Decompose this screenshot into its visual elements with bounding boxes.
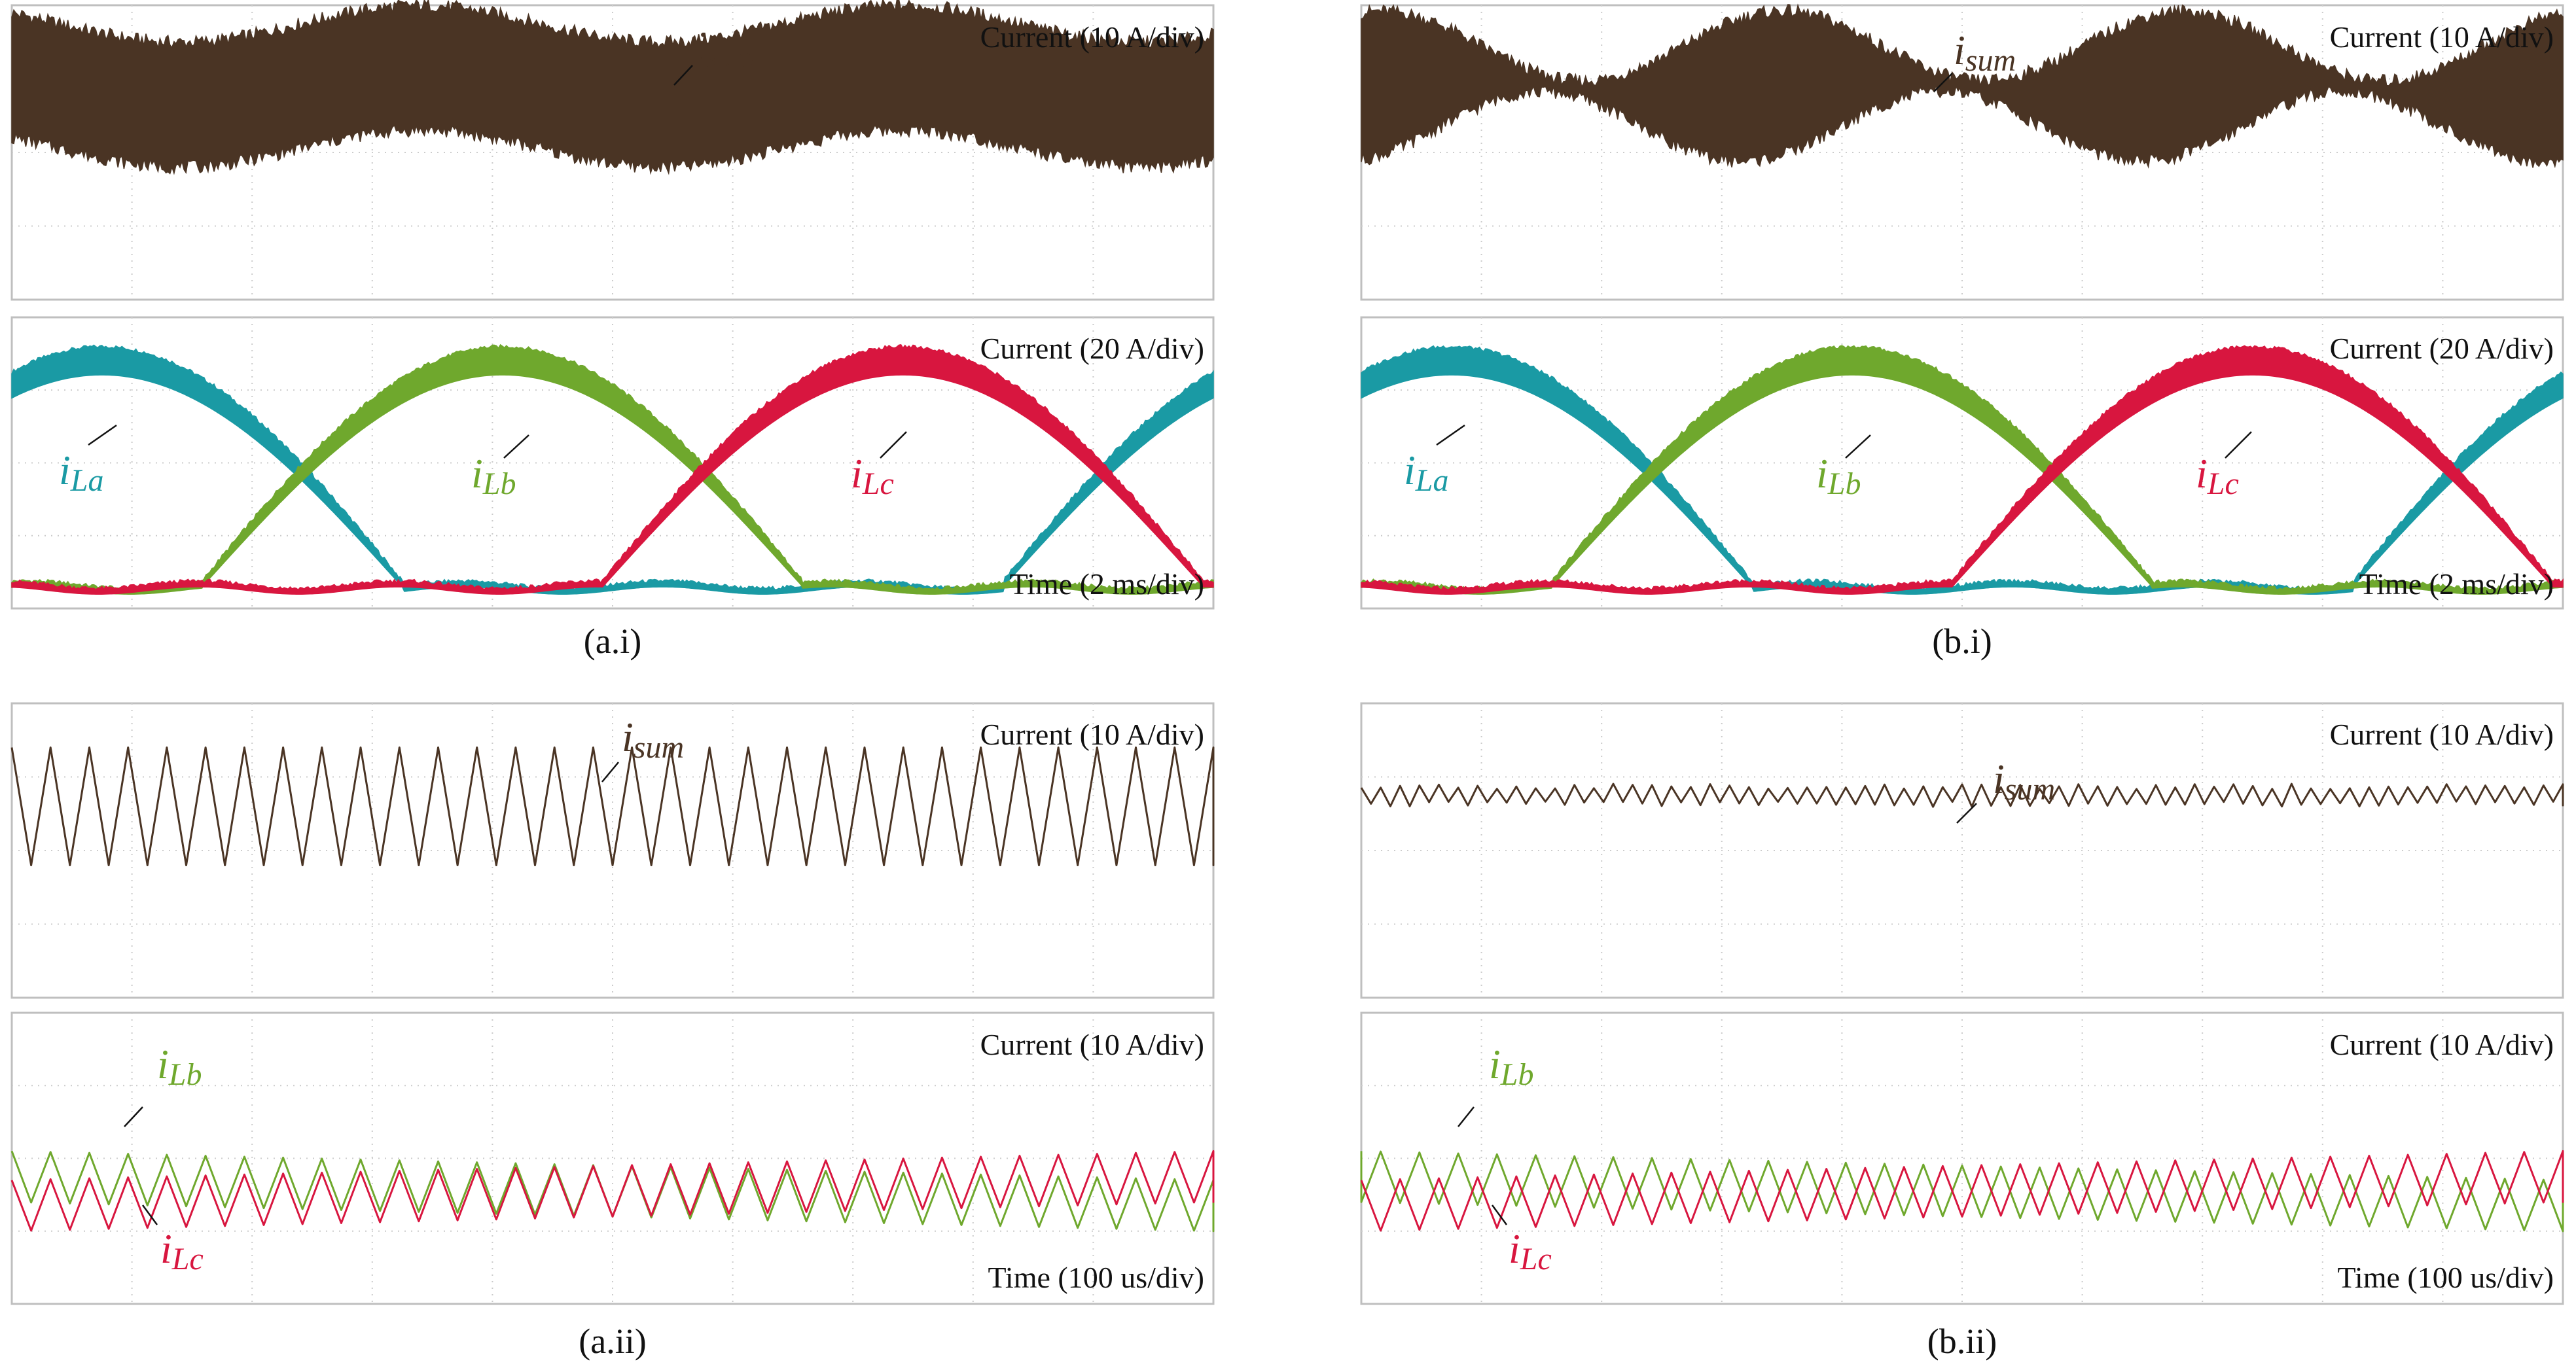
time-label: Time (100 us/div) bbox=[2337, 1261, 2554, 1294]
i-Lc-leader bbox=[141, 1204, 158, 1225]
i-sum-leader bbox=[673, 65, 693, 86]
i-sum-text: isum bbox=[622, 714, 684, 765]
i-La-leader bbox=[1436, 424, 1465, 446]
i-sum-label: isum bbox=[1956, 756, 2055, 824]
i-Lb-text: iLb bbox=[1816, 450, 1861, 501]
i-sum-text: isum bbox=[1993, 756, 2055, 807]
i-sum-leader bbox=[1933, 73, 1953, 92]
i-La-label: iLa bbox=[59, 424, 117, 498]
i-Lb-label: iLb bbox=[471, 434, 529, 501]
i-Lb-leader bbox=[1458, 1106, 1475, 1127]
i-Lc-label: iLc bbox=[1491, 1204, 1552, 1276]
i-Lc-trace bbox=[11, 343, 1214, 595]
i-Lb-leader bbox=[503, 434, 529, 459]
scale-label: Current (20 A/div) bbox=[980, 332, 1204, 365]
caption: (a.i) bbox=[584, 622, 641, 661]
i-Lb-label: iLb bbox=[124, 1041, 202, 1127]
scale-label: Current (20 A/div) bbox=[2330, 332, 2554, 365]
figure-a-ii: Current (10 A/div) isum Current (10 A/di… bbox=[10, 702, 1215, 1361]
figure-b-i: Current (10 A/div) isum Current (20 A/di… bbox=[1360, 3, 2564, 661]
figure-b-ii: Current (10 A/div) isum Current (10 A/di… bbox=[1360, 702, 2564, 1361]
scale-label: Current (10 A/div) bbox=[980, 1028, 1204, 1061]
i-sum-trace bbox=[1360, 782, 2564, 808]
i-sum-label: isum bbox=[673, 23, 757, 86]
i-Lc-trace bbox=[1361, 345, 2564, 595]
i-sum-label: isum bbox=[601, 714, 684, 782]
figure-a-i: Current (10 A/div) isum Current (20 A/di… bbox=[10, 0, 1215, 661]
i-Lc-leader bbox=[2225, 431, 2252, 459]
i-Lc-label: iLc bbox=[2196, 431, 2252, 501]
panel-grid bbox=[1361, 703, 2563, 998]
scale-label: Current (10 A/div) bbox=[980, 718, 1204, 751]
scale-label: Current (10 A/div) bbox=[980, 20, 1204, 54]
i-Lb-label: iLb bbox=[1816, 434, 1871, 501]
i-La-leader bbox=[88, 424, 117, 446]
caption: (a.ii) bbox=[579, 1322, 646, 1361]
i-sum-label: isum bbox=[1933, 27, 2016, 92]
panel-grid bbox=[1361, 5, 2563, 300]
caption: (b.i) bbox=[1932, 622, 1992, 661]
panel-grid bbox=[1361, 1013, 2563, 1304]
caption: (b.ii) bbox=[1927, 1322, 1997, 1361]
panel-grid bbox=[12, 1013, 1213, 1304]
scale-label: Current (10 A/div) bbox=[2330, 718, 2554, 751]
i-Lb-leader bbox=[124, 1106, 143, 1127]
i-Lc-label: iLc bbox=[851, 431, 907, 501]
i-sum-trace bbox=[11, 0, 1214, 175]
time-label: Time (2 ms/div) bbox=[2359, 567, 2554, 601]
i-Lc-leader bbox=[1491, 1204, 1508, 1225]
scale-label: Current (10 A/div) bbox=[2330, 1028, 2554, 1061]
i-Lc-trace bbox=[1360, 1150, 2564, 1232]
i-sum-trace bbox=[10, 746, 1215, 866]
i-sum-text: isum bbox=[695, 23, 757, 74]
i-Lc-label: iLc bbox=[141, 1204, 204, 1276]
i-Lc-text: iLc bbox=[851, 450, 894, 501]
i-sum-trace bbox=[1361, 3, 2564, 169]
i-Lc-trace bbox=[10, 1150, 1215, 1232]
i-La-text: iLa bbox=[1404, 447, 1448, 498]
i-Lc-text: iLc bbox=[160, 1225, 204, 1276]
i-Lb-text: iLb bbox=[157, 1041, 202, 1092]
i-Lb-text: iLb bbox=[1489, 1041, 1533, 1092]
i-Lb-leader bbox=[1845, 434, 1871, 459]
i-sum-leader bbox=[601, 762, 619, 782]
i-sum-text: isum bbox=[1954, 27, 2016, 78]
panel-grid bbox=[12, 703, 1213, 998]
i-Lb-label: iLb bbox=[1458, 1041, 1533, 1127]
i-Lb-trace bbox=[1360, 1150, 2564, 1233]
i-sum-leader bbox=[1956, 803, 1977, 824]
i-Lb-text: iLb bbox=[471, 450, 516, 501]
time-label: Time (100 us/div) bbox=[988, 1261, 1204, 1294]
i-Lc-text: iLc bbox=[1509, 1225, 1552, 1276]
time-label: Time (2 ms/div) bbox=[1010, 567, 1204, 601]
i-La-text: iLa bbox=[59, 447, 103, 498]
i-Lc-leader bbox=[880, 431, 907, 459]
i-La-label: iLa bbox=[1404, 424, 1465, 498]
i-Lc-text: iLc bbox=[2196, 450, 2239, 501]
scale-label: Current (10 A/div) bbox=[2330, 20, 2554, 54]
